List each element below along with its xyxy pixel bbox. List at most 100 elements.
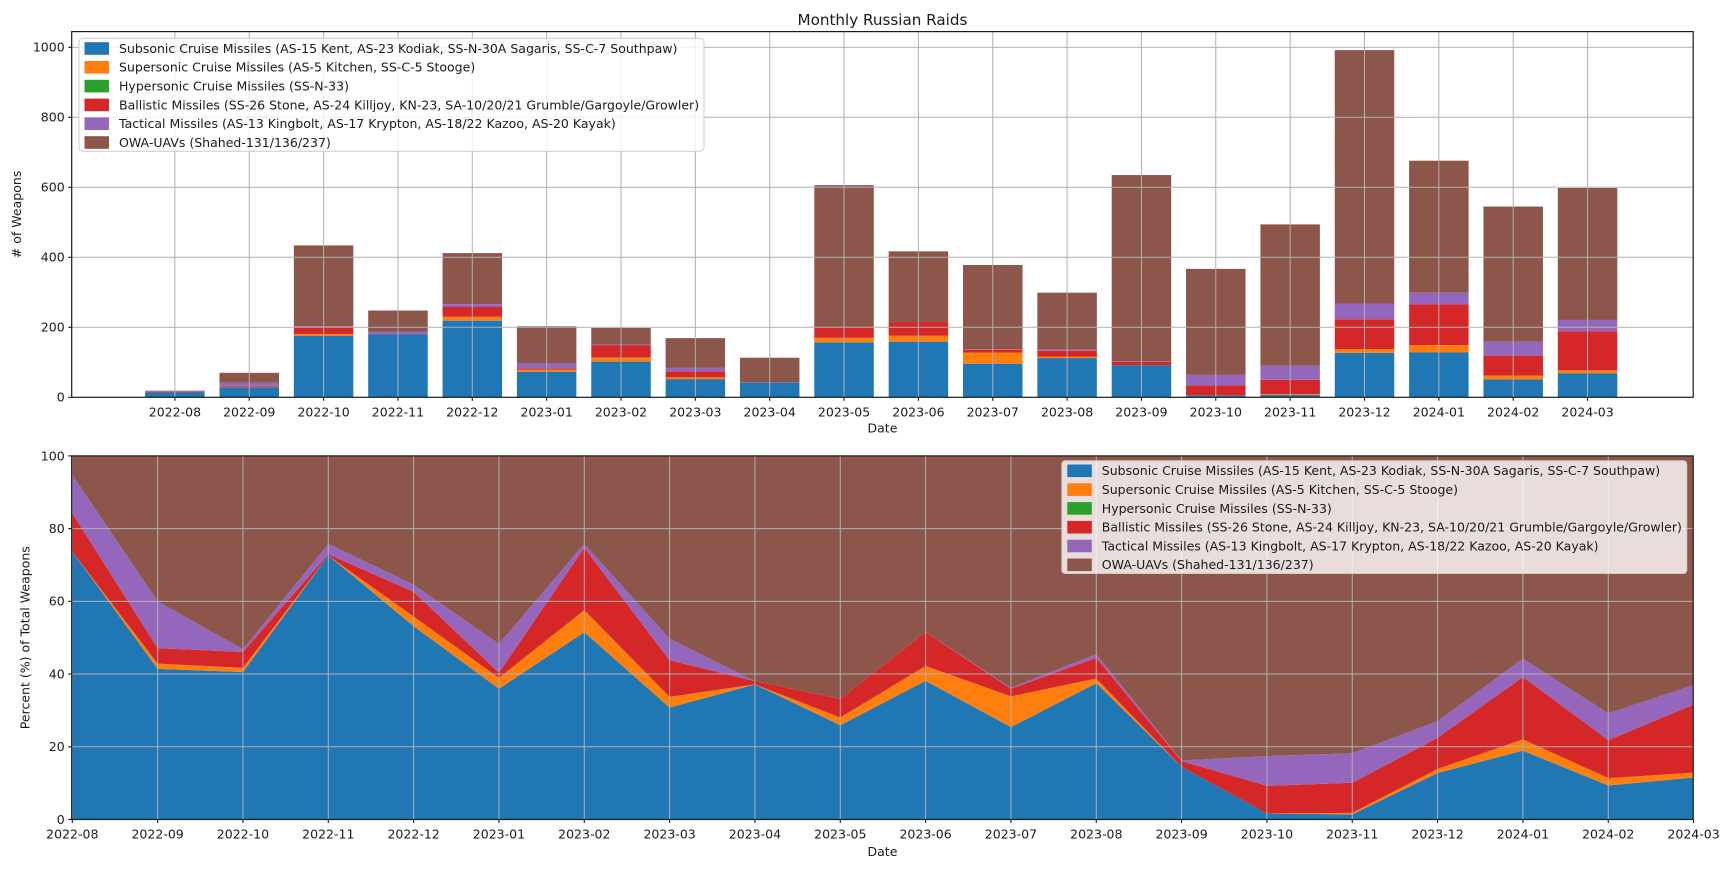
y-tick-label: 600 — [41, 180, 65, 195]
bottom-x-axis-label: Date — [867, 844, 897, 859]
legend-label: OWA-UAVs (Shahed-131/136/237) — [119, 135, 331, 150]
legend-label: Hypersonic Cruise Missiles (SS-N-33) — [1102, 501, 1332, 516]
x-tick-label: 2022-11 — [372, 405, 424, 420]
x-tick-label: 2024-01 — [1413, 405, 1465, 420]
legend-label: Tactical Missiles (AS-13 Kingbolt, AS-17… — [1101, 538, 1599, 553]
legend-item-s2: Hypersonic Cruise Missiles (SS-N-33) — [1067, 501, 1332, 516]
legend-item-s2: Hypersonic Cruise Missiles (SS-N-33) — [84, 79, 349, 94]
x-tick-label: 2023-05 — [814, 826, 866, 841]
x-tick-label: 2023-08 — [1070, 826, 1122, 841]
x-tick-label: 2023-12 — [1338, 405, 1390, 420]
legend-swatch-icon — [84, 42, 109, 55]
bottom-ticks: 0 20 40 60 80 100 2022-08 2022-09 2022-10 2022-11… — [41, 448, 1720, 841]
x-tick-label: 2023-12 — [1411, 826, 1463, 841]
x-tick-label: 2022-08 — [46, 826, 98, 841]
legend-label: Hypersonic Cruise Missiles (SS-N-33) — [119, 79, 349, 94]
x-tick-label: 2023-11 — [1264, 405, 1316, 420]
legend-item-s5: OWA-UAVs (Shahed-131/136/237) — [1067, 557, 1314, 572]
y-tick-label: 800 — [41, 110, 65, 125]
legend-label: Ballistic Missiles (SS-26 Stone, AS-24 K… — [1102, 520, 1682, 535]
x-tick-label: 2022-12 — [387, 826, 439, 841]
legend-item-s5: OWA-UAVs (Shahed-131/136/237) — [84, 135, 331, 150]
legend-label: Subsonic Cruise Missiles (AS-15 Kent, AS… — [119, 41, 677, 56]
legend-item-s3: Ballistic Missiles (SS-26 Stone, AS-24 K… — [84, 97, 699, 112]
legend-item-s1: Supersonic Cruise Missiles (AS-5 Kitchen… — [84, 60, 475, 75]
y-tick-label: 400 — [41, 250, 65, 265]
bottom-area-chart: 0 20 40 60 80 100 2022-08 2022-09 2022-10 2022-11… — [18, 448, 1720, 859]
x-tick-label: 2023-06 — [892, 405, 944, 420]
x-tick-label: 2023-03 — [669, 405, 721, 420]
x-tick-label: 2022-10 — [217, 826, 269, 841]
chart-title: Monthly Russian Raids — [798, 11, 968, 29]
y-tick-label: 40 — [49, 666, 65, 681]
x-tick-label: 2023-04 — [744, 405, 796, 420]
legend-swatch-icon — [84, 136, 109, 149]
y-tick-label: 1000 — [33, 40, 65, 55]
top-ticks: 0 200 400 600 800 1000 2022-08 2022-09 2022-10 20… — [33, 40, 1614, 420]
y-tick-label: 200 — [41, 320, 65, 335]
x-tick-label: 2024-01 — [1497, 826, 1549, 841]
x-tick-label: 2023-03 — [643, 826, 695, 841]
x-tick-label: 2022-09 — [223, 405, 275, 420]
bottom-axes-spines — [71, 455, 1694, 821]
y-tick-label: 0 — [57, 812, 65, 827]
legend-swatch-icon — [84, 98, 109, 112]
area-region-s0 — [72, 551, 1694, 820]
legend-label: Subsonic Cruise Missiles (AS-15 Kent, AS… — [1102, 463, 1660, 478]
x-tick-label: 2022-10 — [297, 405, 349, 420]
legend-swatch-icon — [84, 61, 109, 74]
x-tick-label: 2023-07 — [985, 826, 1037, 841]
legend-item-s0: Subsonic Cruise Missiles (AS-15 Kent, AS… — [1067, 463, 1660, 478]
legend-label: Ballistic Missiles (SS-26 Stone, AS-24 K… — [119, 97, 699, 112]
legend-label: OWA-UAVs (Shahed-131/136/237) — [1102, 557, 1314, 572]
x-tick-label: 2023-11 — [1326, 826, 1378, 841]
x-tick-label: 2023-02 — [595, 405, 647, 420]
legend: Subsonic Cruise Missiles (AS-15 Kent, AS… — [1061, 460, 1688, 575]
y-tick-label: 60 — [49, 594, 65, 609]
x-tick-label: 2023-05 — [818, 405, 870, 420]
legend-item-s4: Tactical Missiles (AS-13 Kingbolt, AS-17… — [84, 116, 616, 131]
legend-swatch-icon — [1067, 502, 1092, 515]
y-tick-label: 100 — [41, 448, 65, 463]
x-tick-label: 2023-01 — [473, 826, 525, 841]
top-bar-chart: 0 200 400 600 800 1000 2022-08 2022-09 2022-10 20… — [9, 11, 1694, 435]
legend-swatch-icon — [1067, 483, 1092, 496]
x-tick-label: 2023-08 — [1041, 405, 1093, 420]
legend-label: Supersonic Cruise Missiles (AS-5 Kitchen… — [1102, 482, 1458, 497]
x-tick-label: 2023-04 — [729, 826, 781, 841]
x-tick-label: 2024-02 — [1487, 405, 1539, 420]
x-tick-label: 2023-02 — [558, 826, 610, 841]
x-tick-label: 2023-01 — [521, 405, 573, 420]
legend-box — [78, 37, 705, 152]
top-x-axis-label: Date — [867, 420, 897, 435]
x-tick-label: 2024-03 — [1561, 405, 1613, 420]
x-tick-label: 2022-11 — [302, 826, 354, 841]
legend-swatch-icon — [84, 79, 109, 93]
legend-item-s4: Tactical Missiles (AS-13 Kingbolt, AS-17… — [1067, 538, 1599, 553]
legend-swatch-icon — [84, 117, 109, 130]
legend: Subsonic Cruise Missiles (AS-15 Kent, AS… — [78, 37, 705, 152]
legend-item-s1: Supersonic Cruise Missiles (AS-5 Kitchen… — [1067, 482, 1458, 497]
legend-label: Supersonic Cruise Missiles (AS-5 Kitchen… — [119, 60, 475, 75]
x-tick-label: 2023-10 — [1241, 826, 1293, 841]
x-tick-label: 2022-09 — [131, 826, 183, 841]
legend-swatch-icon — [1067, 520, 1092, 534]
x-tick-label: 2023-07 — [967, 405, 1019, 420]
x-tick-label: 2024-03 — [1667, 826, 1719, 841]
x-tick-label: 2023-09 — [1155, 826, 1207, 841]
legend-item-s0: Subsonic Cruise Missiles (AS-15 Kent, AS… — [84, 41, 677, 56]
y-tick-label: 0 — [57, 390, 65, 405]
y-tick-label: 80 — [49, 521, 65, 536]
x-tick-label: 2023-10 — [1190, 405, 1242, 420]
legend-label: Tactical Missiles (AS-13 Kingbolt, AS-17… — [118, 116, 616, 131]
x-tick-label: 2022-12 — [446, 405, 498, 420]
top-axes-spines — [71, 31, 1694, 398]
x-tick-label: 2022-08 — [149, 405, 201, 420]
bottom-y-axis-label: Percent (%) of Total Weapons — [18, 546, 33, 729]
x-tick-label: 2023-09 — [1115, 405, 1167, 420]
x-tick-label: 2024-02 — [1582, 826, 1634, 841]
legend-item-s3: Ballistic Missiles (SS-26 Stone, AS-24 K… — [1067, 520, 1682, 535]
y-tick-label: 20 — [49, 739, 65, 754]
